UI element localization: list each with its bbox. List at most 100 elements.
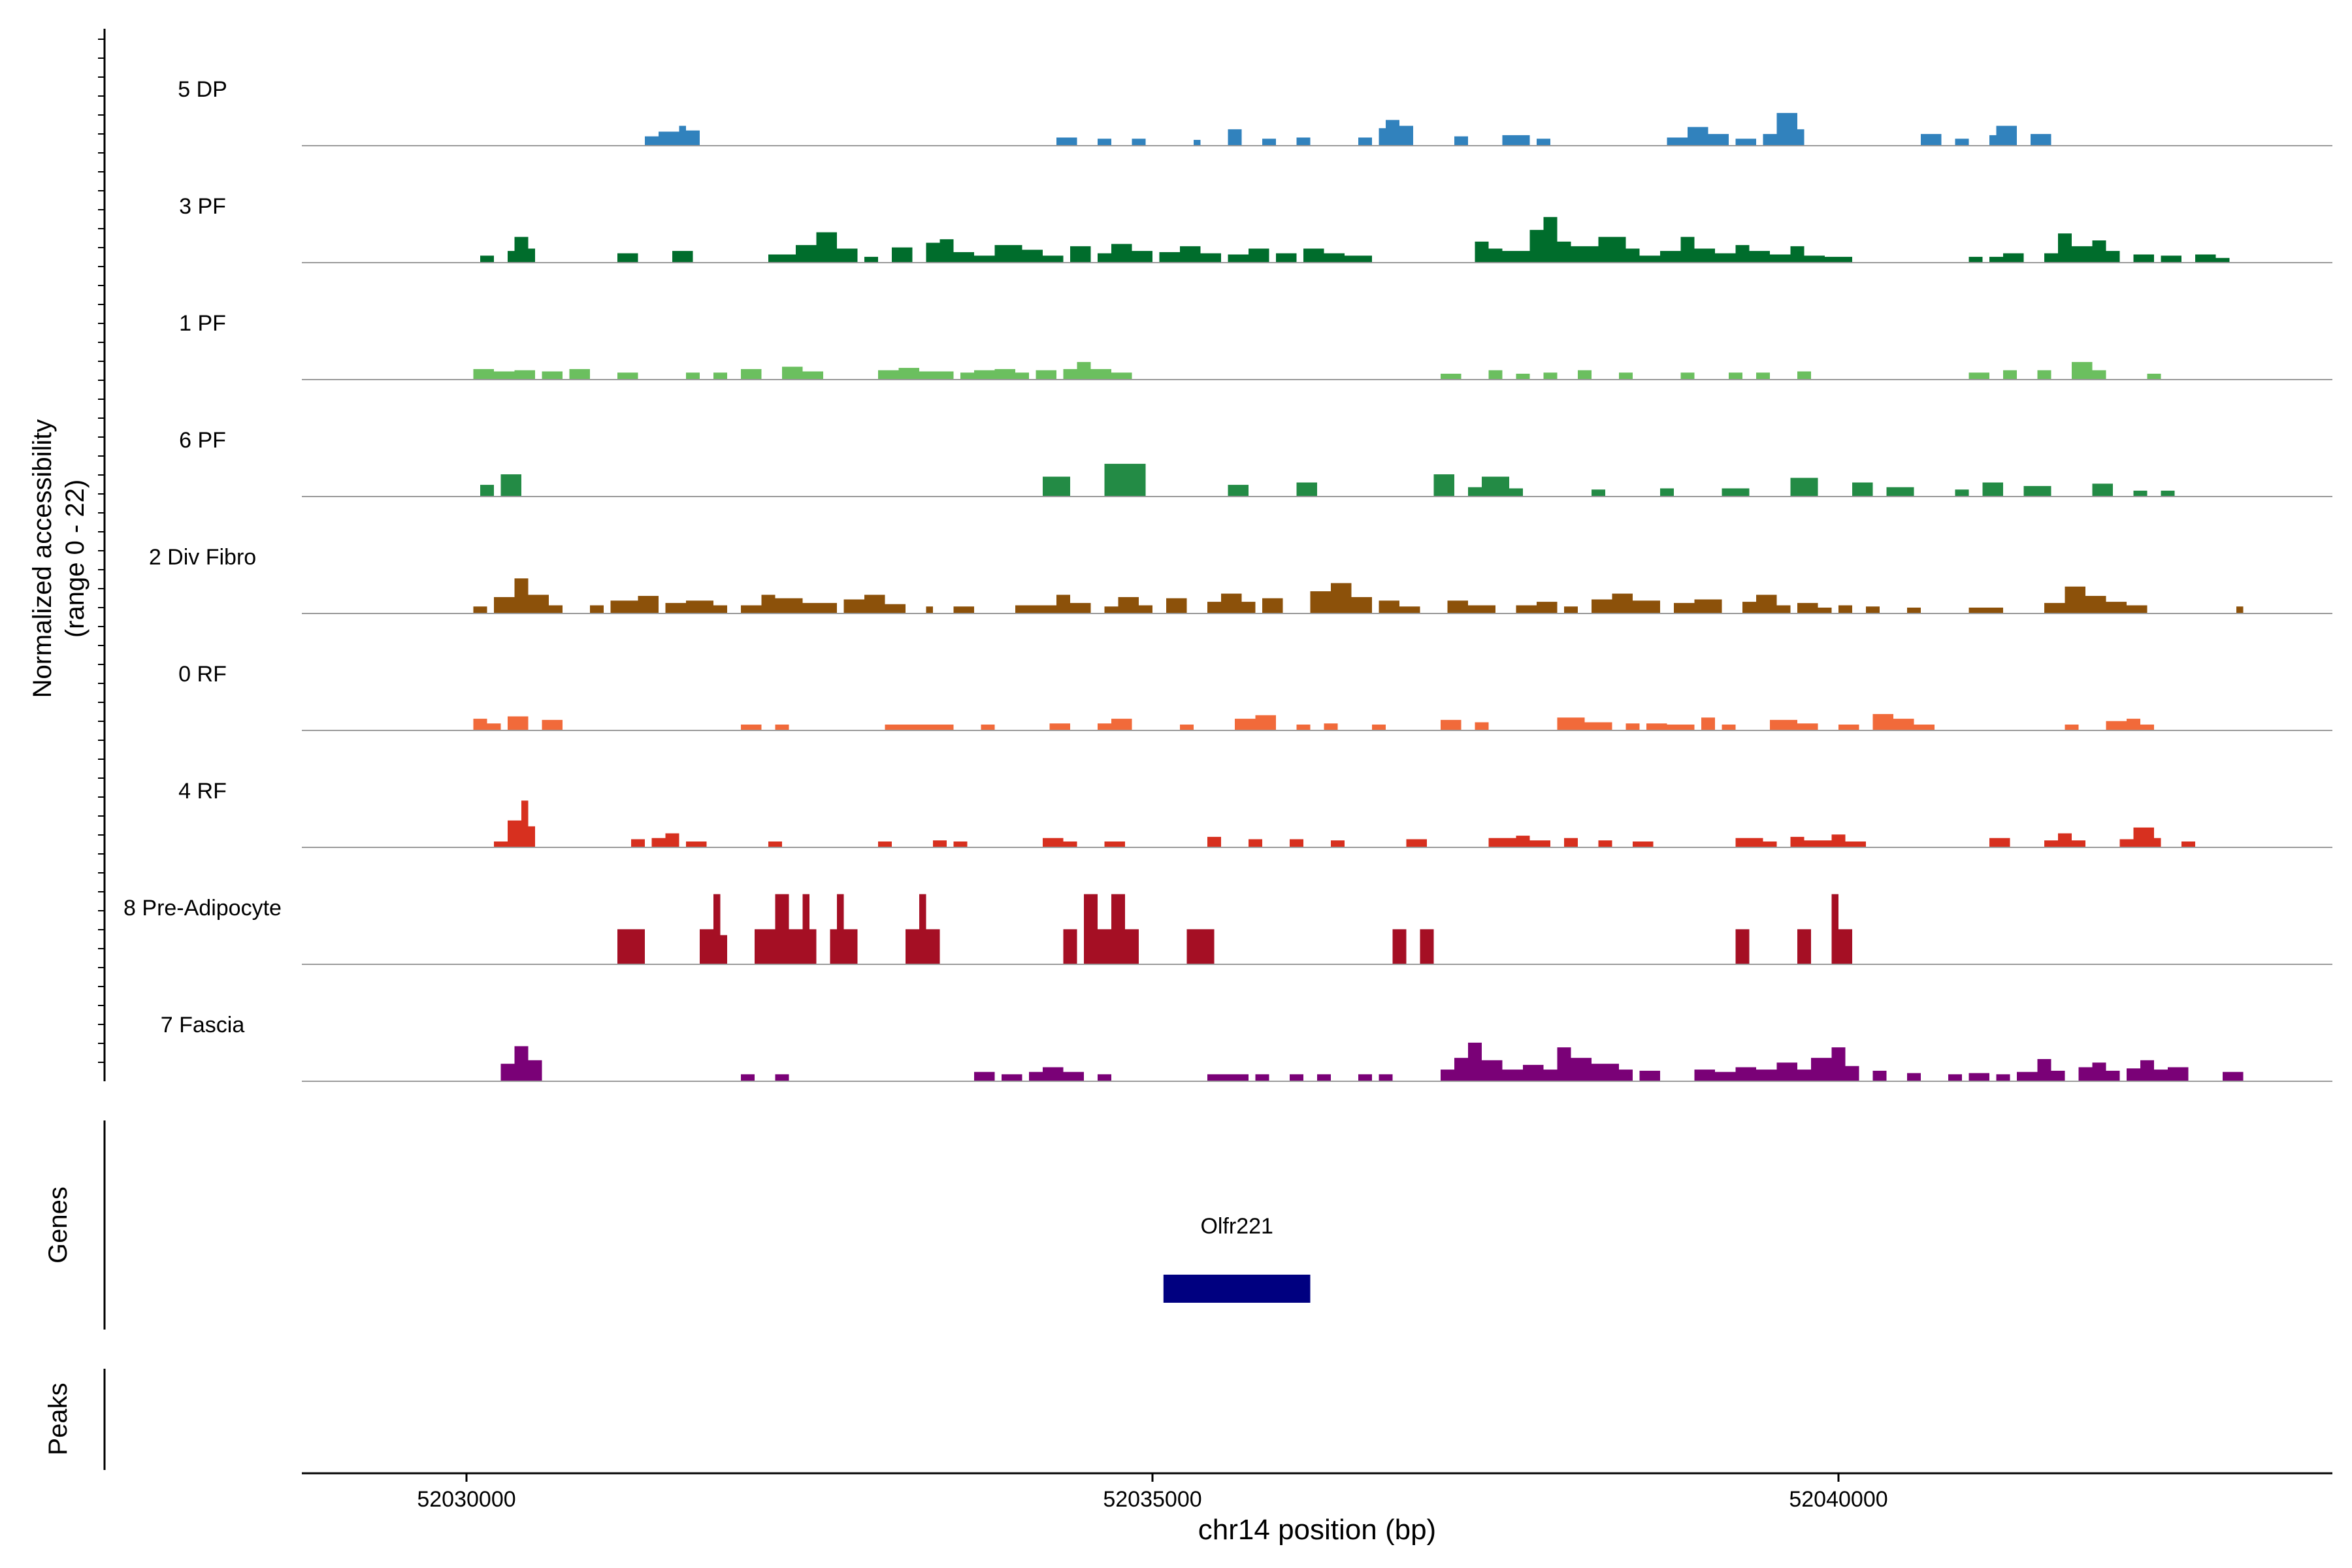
gene-annotations: Olfr221 xyxy=(1163,1214,1311,1303)
coverage-bar xyxy=(892,247,913,263)
coverage-bar xyxy=(1386,120,1399,146)
coverage-bar xyxy=(480,255,494,263)
coverage-bar xyxy=(1249,248,1269,263)
coverage-bar xyxy=(2161,255,2181,263)
coverage-bar xyxy=(665,833,679,847)
coverage-bar xyxy=(1776,605,1791,613)
coverage-bar xyxy=(1358,1074,1372,1081)
coverage-bar xyxy=(1770,719,1797,730)
coverage-bar xyxy=(1090,368,1111,380)
coverage-bar xyxy=(1756,372,1770,380)
coverage-bar xyxy=(1831,834,1846,847)
coverage-bar xyxy=(1763,134,1777,146)
coverage-bar xyxy=(1063,929,1077,964)
coverage-bar xyxy=(1790,478,1818,497)
track-label: 6 PF xyxy=(179,428,226,453)
coverage-bar xyxy=(1077,362,1091,380)
coverage-bar xyxy=(1529,229,1544,263)
coverage-bar xyxy=(1735,929,1750,964)
coverage-bar xyxy=(974,370,995,380)
coverage-bar xyxy=(1790,246,1805,263)
coverage-bar xyxy=(2072,362,2093,380)
coverage-bar xyxy=(1070,246,1091,263)
coverage-bar xyxy=(1537,139,1550,146)
coverage-bar xyxy=(1433,474,1454,497)
coverage-bar xyxy=(2058,233,2072,263)
coverage-bar xyxy=(885,604,906,613)
coverage-bar xyxy=(1255,715,1276,730)
coverage-bar xyxy=(1104,463,1146,497)
track-2-div-fibro: 2 Div Fibro xyxy=(149,545,2332,614)
coverage-bar xyxy=(2127,1068,2140,1081)
coverage-bar xyxy=(1331,840,1345,847)
coverage-bar xyxy=(480,485,494,497)
coverage-bar xyxy=(1598,840,1612,847)
coverage-bar xyxy=(1790,836,1805,847)
coverage-bar xyxy=(953,841,968,847)
coverage-bar xyxy=(1543,1070,1558,1081)
coverage-bar xyxy=(1619,1070,1633,1081)
coverage-tracks: 5 DP 3 PF 1 PF 6 PF 2 Div Fibro 0 RF 4 RF 8 Pre… xyxy=(123,77,2332,1082)
coverage-bar xyxy=(631,839,645,847)
coverage-bar xyxy=(617,253,638,263)
coverage-bar xyxy=(1043,255,1064,263)
coverage-bar xyxy=(2058,833,2072,847)
coverage-bar xyxy=(843,929,858,964)
coverage-bar xyxy=(2140,1060,2154,1081)
coverage-bar xyxy=(974,255,995,263)
coverage-bar xyxy=(1482,476,1509,497)
coverage-bar xyxy=(1132,139,1146,146)
track-label: 1 PF xyxy=(179,311,226,336)
coverage-bar xyxy=(1625,723,1640,730)
coverage-bar xyxy=(1420,929,1434,964)
coverage-bar xyxy=(1797,602,1818,613)
coverage-bar xyxy=(878,370,899,380)
coverage-bar xyxy=(1968,372,1989,380)
coverage-bar xyxy=(1831,894,1838,964)
coverage-bar xyxy=(1015,605,1056,613)
track-6-pf: 6 PF xyxy=(179,428,2332,497)
coverage-bar xyxy=(1036,370,1056,380)
coverage-bar xyxy=(549,605,563,613)
coverage-bar xyxy=(1111,372,1132,380)
coverage-bar xyxy=(1529,840,1550,847)
coverage-bar xyxy=(1872,1070,1887,1081)
coverage-bar xyxy=(2003,253,2024,263)
coverage-bar xyxy=(843,599,864,613)
coverage-bar xyxy=(1584,722,1612,730)
coverage-bar xyxy=(1838,605,1852,613)
coverage-bar xyxy=(1441,719,1462,730)
coverage-bar xyxy=(789,929,803,964)
coverage-bar xyxy=(1290,1074,1303,1081)
track-label: 7 Fascia xyxy=(161,1013,245,1037)
coverage-bar xyxy=(508,820,521,847)
coverage-bar xyxy=(1989,135,1997,146)
coverage-bar xyxy=(1331,583,1352,613)
y-axis-title: Normalized accessibility xyxy=(28,419,57,698)
coverage-bar xyxy=(1921,134,1942,146)
coverage-bar xyxy=(1537,602,1558,613)
coverage-bar xyxy=(1592,599,1612,613)
coverage-bar xyxy=(926,929,940,964)
coverage-bar xyxy=(1804,255,1825,263)
coverage-bar xyxy=(528,595,549,613)
coverage-bar xyxy=(528,248,535,263)
track-7-fascia: 7 Fascia xyxy=(161,1013,2332,1082)
coverage-bar xyxy=(864,257,878,263)
peaks-panel-label: Peaks xyxy=(44,1382,73,1455)
coverage-bar xyxy=(1043,838,1064,847)
coverage-bar xyxy=(802,894,809,964)
coverage-bar xyxy=(741,605,762,613)
coverage-bar xyxy=(1776,1062,1797,1081)
coverage-bar xyxy=(2003,370,2017,380)
coverage-bar xyxy=(1379,1074,1393,1081)
coverage-bar xyxy=(2065,725,2079,730)
coverage-bar xyxy=(1633,600,1660,613)
coverage-bar xyxy=(939,239,954,263)
coverage-bar xyxy=(1955,489,1969,497)
coverage-bar xyxy=(1735,1067,1756,1081)
coverage-bar xyxy=(1186,929,1215,964)
coverage-bar xyxy=(1996,125,2017,146)
coverage-bar xyxy=(1598,237,1626,263)
coverage-bar xyxy=(1667,137,1688,146)
